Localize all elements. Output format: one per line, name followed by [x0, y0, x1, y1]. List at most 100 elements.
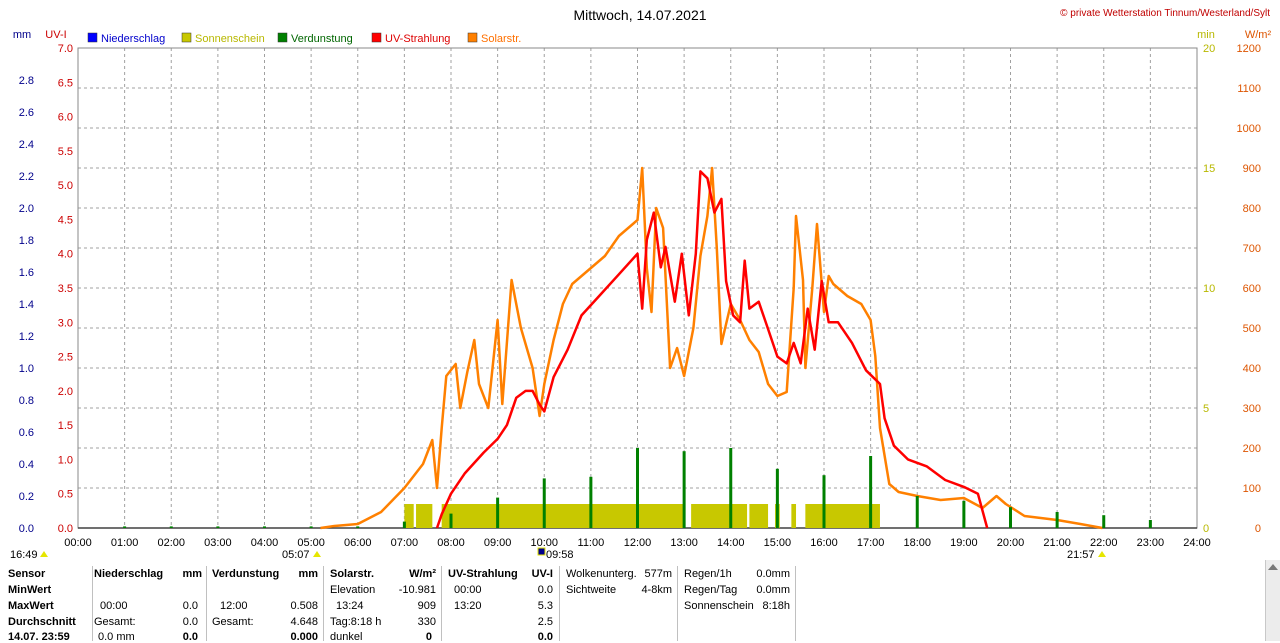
- max-uv-icon: [537, 547, 546, 556]
- tick-label-mm: 2.4: [19, 139, 34, 151]
- legend-swatch: [467, 32, 478, 43]
- evaporation-bar: [169, 526, 173, 528]
- rainday-val: 0.0mm: [756, 584, 790, 596]
- tick-label-uv: 7.0: [58, 43, 73, 55]
- verdunstung-unit: mm: [298, 568, 318, 580]
- solar-series-line: [320, 166, 1103, 530]
- tick-label-wm2: 700: [1243, 243, 1261, 255]
- divider: [795, 566, 796, 641]
- tick-label-x: 14:00: [717, 537, 745, 549]
- divider: [206, 566, 207, 641]
- tick-label-min: 15: [1203, 163, 1215, 175]
- legend-label: Solarstr.: [481, 33, 521, 45]
- evaporation-bar: [1055, 512, 1059, 528]
- tick-label-wm2: 900: [1243, 163, 1261, 175]
- cloud-col: Wolkenunterg. 577m Sichtweite 4-8km: [566, 566, 672, 641]
- tick-label-x: 18:00: [903, 537, 931, 549]
- tick-label-uv: 0.5: [58, 489, 73, 501]
- divider: [559, 566, 560, 641]
- scroll-up-arrow-icon[interactable]: [1268, 564, 1278, 570]
- tick-label-x: 02:00: [157, 537, 185, 549]
- tick-label-mm: 1.6: [19, 267, 34, 279]
- tick-label-mm: 1.2: [19, 331, 34, 343]
- uv-max-time: 13:20: [454, 600, 482, 612]
- tick-label-uv: 4.5: [58, 214, 73, 226]
- sunset-time: 21:57: [1067, 549, 1095, 560]
- legend-label: Niederschlag: [101, 33, 165, 45]
- max-uv-time: 09:58: [546, 549, 574, 560]
- tick-label-uv: 5.5: [58, 146, 73, 158]
- tick-label-wm2: 400: [1243, 363, 1261, 375]
- solar-tag-val: 330: [417, 616, 436, 628]
- divider: [323, 566, 324, 641]
- verdunstung-last: 0.000: [290, 631, 318, 643]
- tick-label-uv: 1.0: [58, 454, 73, 466]
- time-marker-left: 16:49: [10, 549, 38, 560]
- rain1h-label: Regen/1h: [684, 568, 732, 580]
- cloud-val: 577m: [644, 568, 672, 580]
- uv-series-line: [435, 170, 989, 529]
- tick-label-wm2: 1200: [1237, 43, 1261, 55]
- tick-label-mm: 1.0: [19, 363, 34, 375]
- verdunstung-max-time: 12:00: [220, 600, 248, 612]
- maxwert-label: MaxWert: [8, 600, 54, 612]
- tick-label-uv: 3.5: [58, 283, 73, 295]
- solar-max-time: 13:24: [336, 600, 364, 612]
- tick-label-x: 21:00: [1043, 537, 1071, 549]
- tick-label-x: 06:00: [344, 537, 372, 549]
- evaporation-bar: [1102, 515, 1106, 528]
- sunshine-block: [416, 504, 433, 528]
- tick-label-mm: 1.8: [19, 235, 34, 247]
- tick-label-wm2: 1100: [1237, 83, 1261, 95]
- uv-unit: UV-I: [531, 568, 553, 580]
- solar-dunkel-val: 0: [425, 631, 432, 643]
- verdunstung-gesamt-label: Gesamt:: [212, 616, 254, 628]
- tick-label-x: 16:00: [810, 537, 838, 549]
- evaporation-bar: [123, 526, 127, 528]
- verdunstung-head: Verdunstung: [212, 568, 280, 580]
- legend-swatch: [87, 32, 98, 43]
- verdunstung-col: Verdunstung mm 12:00 0.508 Gesamt: 4.648…: [212, 566, 318, 643]
- tick-label-x: 13:00: [670, 537, 698, 549]
- evaporation-bar: [775, 468, 779, 528]
- evaporation-bar: [216, 526, 220, 528]
- legend-label: Verdunstung: [291, 33, 353, 45]
- cloud-label: Wolkenunterg.: [566, 568, 637, 580]
- sunshine-block: [791, 504, 797, 528]
- uv-head: UV-Strahlung: [448, 568, 518, 580]
- tick-label-mm: 1.4: [19, 299, 34, 311]
- rainday-label: Regen/Tag: [684, 584, 738, 596]
- legend-swatch: [181, 32, 192, 43]
- tick-label-mm: 0.4: [19, 459, 34, 471]
- evaporation-bar: [636, 448, 639, 528]
- tick-label-uv: 6.0: [58, 112, 73, 124]
- tick-label-x: 10:00: [530, 537, 558, 549]
- durchschnitt-label: Durchschnitt: [8, 616, 76, 628]
- tick-label-x: 11:00: [578, 537, 605, 549]
- niederschlag-unit: mm: [182, 568, 202, 580]
- sensor-label: Sensor: [8, 568, 46, 580]
- evaporation-bar: [263, 526, 266, 528]
- evaporation-bar: [356, 526, 360, 528]
- evaporation-bar: [309, 526, 313, 528]
- tick-label-x: 20:00: [997, 537, 1025, 549]
- legend-swatch: [371, 32, 382, 43]
- evaporation-bar: [1009, 507, 1012, 528]
- solar-tag-label: Tag:8:18 h: [330, 616, 382, 628]
- tick-label-mm: 0.2: [19, 491, 34, 503]
- tick-label-wm2: 1000: [1237, 123, 1261, 135]
- solar-elev-label: Elevation: [330, 584, 376, 596]
- evaporation-bar: [542, 478, 546, 528]
- sunset-icon: [1098, 551, 1106, 557]
- rain-col: Regen/1h 0.0mm Regen/Tag 0.0mm Sonnensch…: [684, 566, 790, 641]
- evaporation-bar: [402, 521, 406, 528]
- evaporation-bar: [869, 456, 873, 528]
- tick-label-uv: 3.0: [58, 317, 73, 329]
- uv-avg-val: 2.5: [537, 616, 553, 628]
- visibility-val: 4-8km: [641, 584, 672, 596]
- tick-label-min: 10: [1203, 283, 1215, 295]
- evaporation-bar: [822, 475, 826, 528]
- evaporation-bar: [962, 500, 966, 528]
- axis-unit-uv: UV-I: [45, 29, 66, 41]
- vertical-scrollbar[interactable]: [1265, 560, 1280, 641]
